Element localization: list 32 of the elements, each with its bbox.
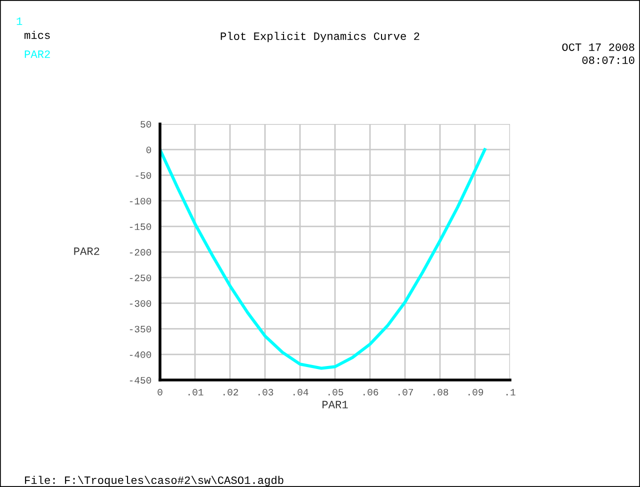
line-series (160, 148, 486, 370)
text: File: F:\Troqueles\caso#2\sw\CASO1.agdb (25, 476, 284, 486)
x-tick-label: .09 (468, 388, 484, 396)
y-tick-label: -150 (130, 223, 152, 230)
x-tick-label: .02 (224, 388, 238, 396)
x-tick-label: .01 (188, 388, 204, 396)
x-tick-label: .04 (294, 388, 308, 396)
text: mics (24, 30, 50, 39)
x-tick-label: 0 (158, 388, 162, 396)
x-tick-label: .06 (364, 388, 378, 396)
text: 08:07:10 (582, 56, 634, 64)
x-axis-title: PAR1 (322, 400, 348, 408)
chart-title: Plot Explicit Dynamics Curve 2 (220, 32, 420, 42)
x-tick-label: .03 (258, 388, 274, 396)
y-tick-label: -50 (136, 172, 152, 179)
text: 1 (16, 18, 22, 25)
y-tick-label: -200 (130, 249, 152, 256)
x-tick-label: .05 (328, 388, 344, 396)
text: OCT 17 2008 (562, 43, 634, 51)
y-tick-label: -400 (130, 351, 152, 358)
y-tick-label: -350 (130, 326, 152, 332)
x-tick-label: .07 (398, 388, 413, 396)
x-tick-label: .08 (434, 388, 448, 396)
y-tick-label: -250 (130, 274, 152, 282)
y-tick-label: 0 (146, 146, 152, 154)
y-axis-title: PAR2 (74, 247, 100, 255)
y-tick-label: 50 (140, 121, 152, 128)
y-tick-label: -100 (130, 198, 152, 204)
text: PAR2 (24, 50, 50, 58)
x-tick-label: .1 (506, 388, 516, 396)
y-tick-label: -300 (130, 300, 152, 307)
y-tick-label: -450 (130, 377, 152, 384)
